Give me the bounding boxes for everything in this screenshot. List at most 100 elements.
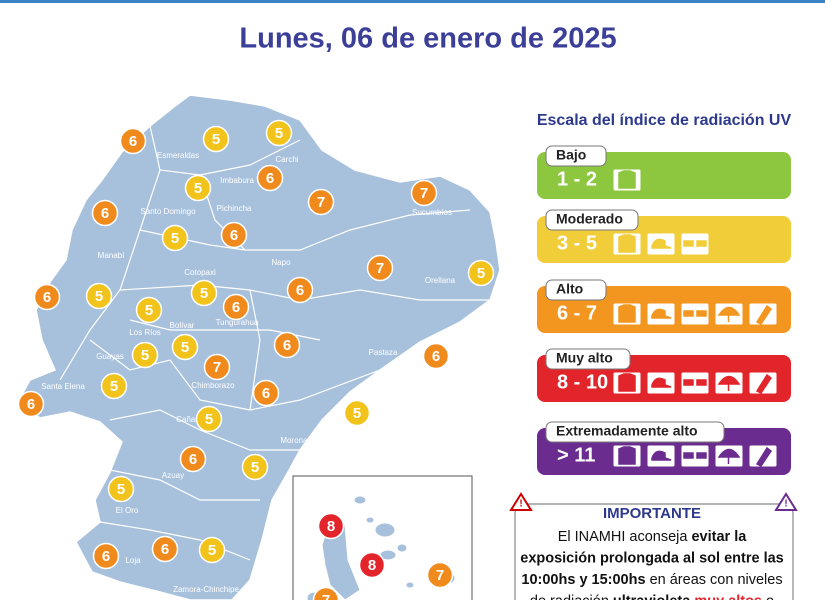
icon-shape [651, 450, 672, 461]
level-range: 6 - 7 [557, 302, 597, 324]
province-label: Napo [271, 258, 291, 267]
level-range: > 11 [557, 444, 595, 466]
notice-run: muy altos [694, 593, 762, 600]
province-label: Cotopaxi [184, 268, 216, 277]
province-label: Esmeraldas [157, 151, 199, 160]
uv-value: 5 [208, 542, 216, 559]
level-name: Moderado [556, 211, 623, 227]
uv-marker [195, 405, 223, 433]
province-label: Tungurahua [216, 318, 259, 327]
province-label: Manabí [98, 251, 125, 260]
uv-value: 7 [436, 567, 444, 584]
uv-marker [33, 283, 61, 311]
province-label: Sucumbíos [412, 208, 452, 217]
uv-value: 5 [275, 125, 283, 142]
uv-marker [17, 390, 45, 418]
uv-marker [358, 551, 386, 579]
protection-icon [680, 371, 710, 395]
uv-marker [312, 586, 340, 600]
uv-value: 5 [353, 405, 361, 422]
title: Lunes, 06 de enero de 2025 [239, 23, 616, 55]
uv-marker [100, 372, 128, 400]
icon-shape [683, 452, 707, 459]
uv-value: 5 [95, 288, 103, 305]
icon-shape [717, 375, 741, 391]
icon-shape [618, 446, 636, 465]
icon-shape [717, 448, 741, 464]
uv-value: 6 [283, 337, 291, 354]
uv-marker [184, 174, 212, 202]
uv-value: 5 [141, 347, 149, 364]
notice-run: evitar la [691, 529, 747, 545]
uv-value: 6 [262, 385, 270, 402]
province-label: Azuay [162, 471, 184, 480]
uv-marker [307, 188, 335, 216]
uv-value: 6 [27, 396, 35, 413]
icon-shape [651, 377, 672, 388]
protection-icon [680, 302, 710, 326]
uv-marker [426, 561, 454, 589]
uv-marker [222, 293, 250, 321]
icon-shape [618, 304, 636, 323]
uv-value: 6 [43, 289, 51, 306]
uv-value: 6 [101, 205, 109, 222]
level-tab [545, 209, 639, 231]
uv-marker [85, 282, 113, 310]
uv-value: 5 [200, 285, 208, 302]
icon-shape [618, 170, 636, 189]
uv-marker [265, 119, 293, 147]
uv-marker [161, 224, 189, 252]
uv-value: 6 [129, 133, 137, 150]
province-label: Santo Domingo [140, 207, 196, 216]
level-range: 3 - 5 [557, 232, 597, 254]
notice: ! ! IMPORTANTE El INAMHI aconseja evitar… [509, 492, 798, 600]
icon-shape [651, 238, 672, 249]
province-label: Orellana [425, 276, 456, 285]
notice-run: El INAMHI aconseja [558, 529, 692, 545]
uv-marker [179, 445, 207, 473]
province-label: Morona-Santiago [280, 436, 342, 445]
province-label: Bolívar [170, 321, 195, 330]
uv-marker [198, 536, 226, 564]
notice-run: de radiación [530, 593, 613, 600]
uv-value: 6 [189, 451, 197, 468]
icon-shape [717, 306, 741, 322]
uv-marker [286, 276, 314, 304]
notice-run: 10:00hs y 15:00hs [521, 572, 645, 588]
level-tab [545, 421, 725, 443]
uv-value: 7 [322, 592, 330, 600]
uv-marker [171, 333, 199, 361]
notice-run: ultravioleta [613, 593, 691, 600]
icon-shape [683, 310, 707, 317]
uv-marker [252, 379, 280, 407]
uv-marker [410, 179, 438, 207]
uv-value: 7 [213, 359, 221, 376]
uv-value: 8 [327, 518, 335, 535]
notice-run: exposición prolongada al sol entre las [520, 550, 784, 566]
uv-marker [366, 254, 394, 282]
uv-marker [202, 125, 230, 153]
uv-value: 7 [317, 194, 325, 211]
uv-marker [343, 399, 371, 427]
uv-value: 6 [266, 170, 274, 187]
level-range: 1 - 2 [557, 168, 597, 190]
uv-value: 5 [251, 459, 259, 476]
uv-value: 5 [110, 378, 118, 395]
uv-value: 5 [171, 230, 179, 247]
uv-value: 7 [376, 260, 384, 277]
uv-marker [190, 279, 218, 307]
svg-text:!: ! [784, 499, 787, 510]
uv-marker [241, 453, 269, 481]
uv-marker [91, 199, 119, 227]
level-name: Extremadamente alto [556, 423, 698, 439]
uv-scale: Bajo 1 - 2 Moderado 3 - 5 Alto 6 - 7 Muy alto 8… [537, 145, 791, 475]
province-label: Carchi [275, 155, 298, 164]
protection-icon [680, 444, 710, 468]
protection-icon [680, 232, 710, 256]
icon-shape [618, 373, 636, 392]
uv-value: 6 [230, 227, 238, 244]
uv-marker [422, 342, 450, 370]
icon-shape [755, 446, 773, 467]
uv-marker [203, 353, 231, 381]
